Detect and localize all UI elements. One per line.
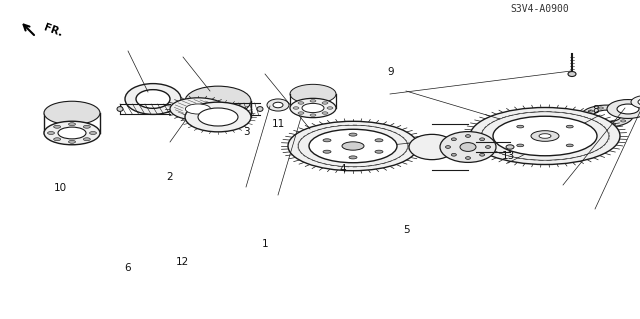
Text: 6: 6 [125, 263, 131, 273]
Ellipse shape [445, 146, 451, 148]
Ellipse shape [125, 84, 181, 115]
Text: 3: 3 [243, 127, 250, 137]
Ellipse shape [288, 121, 418, 171]
Ellipse shape [54, 125, 61, 128]
Ellipse shape [568, 71, 576, 77]
Ellipse shape [185, 86, 251, 116]
Ellipse shape [349, 133, 357, 136]
Ellipse shape [584, 115, 589, 117]
Ellipse shape [298, 102, 304, 104]
Ellipse shape [58, 127, 86, 139]
Ellipse shape [68, 140, 76, 143]
Ellipse shape [68, 123, 76, 126]
Ellipse shape [375, 150, 383, 153]
Ellipse shape [47, 131, 54, 135]
Ellipse shape [375, 139, 383, 142]
Ellipse shape [185, 102, 251, 132]
Ellipse shape [531, 131, 559, 141]
Text: 11: 11 [272, 119, 285, 130]
Ellipse shape [516, 125, 524, 128]
Text: S3V4-A0900: S3V4-A0900 [510, 4, 569, 14]
Ellipse shape [581, 105, 633, 127]
Ellipse shape [566, 125, 573, 128]
Ellipse shape [539, 134, 551, 138]
Ellipse shape [451, 153, 456, 156]
Ellipse shape [516, 144, 524, 147]
Ellipse shape [588, 120, 593, 122]
Ellipse shape [54, 138, 61, 141]
Ellipse shape [298, 112, 304, 114]
Ellipse shape [625, 115, 630, 117]
Ellipse shape [327, 107, 333, 109]
Ellipse shape [257, 107, 263, 111]
Ellipse shape [90, 131, 97, 135]
Ellipse shape [273, 102, 283, 108]
Ellipse shape [593, 110, 621, 122]
Text: 5: 5 [403, 225, 410, 235]
Ellipse shape [170, 98, 226, 120]
Ellipse shape [631, 95, 640, 109]
Ellipse shape [451, 138, 456, 141]
Ellipse shape [611, 107, 616, 109]
Ellipse shape [465, 135, 470, 137]
Ellipse shape [470, 108, 620, 165]
Ellipse shape [309, 129, 397, 163]
Text: 7: 7 [560, 129, 566, 139]
Ellipse shape [44, 101, 100, 125]
Ellipse shape [621, 110, 626, 112]
Ellipse shape [322, 112, 328, 114]
Ellipse shape [323, 139, 331, 142]
Text: 4: 4 [339, 164, 346, 174]
Ellipse shape [460, 143, 476, 152]
Ellipse shape [136, 90, 170, 108]
Ellipse shape [598, 123, 604, 125]
Ellipse shape [322, 102, 328, 104]
Ellipse shape [479, 138, 484, 141]
Ellipse shape [293, 107, 299, 109]
Text: 13: 13 [502, 151, 515, 161]
Ellipse shape [493, 116, 597, 156]
Ellipse shape [267, 99, 289, 111]
Ellipse shape [566, 144, 573, 147]
Ellipse shape [479, 153, 484, 156]
Ellipse shape [198, 108, 238, 126]
Ellipse shape [290, 98, 336, 118]
Ellipse shape [83, 138, 90, 141]
Ellipse shape [342, 142, 364, 150]
Text: 9: 9 [387, 67, 394, 77]
Ellipse shape [465, 157, 470, 160]
Ellipse shape [186, 104, 211, 114]
Ellipse shape [310, 100, 316, 102]
Text: FR.: FR. [42, 23, 63, 39]
Text: 10: 10 [54, 183, 67, 193]
Ellipse shape [638, 98, 640, 106]
Ellipse shape [302, 103, 324, 113]
Ellipse shape [409, 134, 455, 160]
Ellipse shape [598, 107, 604, 109]
Ellipse shape [310, 114, 316, 116]
Ellipse shape [506, 145, 514, 149]
Ellipse shape [44, 121, 100, 145]
Ellipse shape [486, 146, 490, 148]
Ellipse shape [117, 107, 123, 111]
Text: 1: 1 [262, 239, 269, 249]
Ellipse shape [290, 84, 336, 104]
Text: 2: 2 [166, 172, 173, 182]
Ellipse shape [611, 123, 616, 125]
Ellipse shape [440, 132, 496, 162]
Ellipse shape [323, 150, 331, 153]
Ellipse shape [607, 100, 640, 118]
Ellipse shape [83, 125, 90, 128]
Ellipse shape [588, 110, 593, 112]
Ellipse shape [349, 156, 357, 159]
Text: 8: 8 [592, 105, 598, 115]
Ellipse shape [617, 104, 639, 114]
Ellipse shape [621, 120, 626, 122]
Text: 12: 12 [176, 256, 189, 267]
